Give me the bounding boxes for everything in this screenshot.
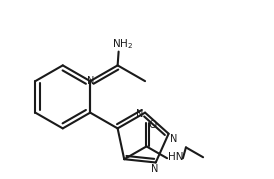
Text: N: N (136, 109, 144, 119)
Text: N: N (151, 164, 158, 174)
Text: N: N (87, 76, 95, 86)
Text: NH$_2$: NH$_2$ (112, 37, 133, 51)
Text: N: N (170, 134, 177, 144)
Text: HN: HN (168, 152, 184, 162)
Text: O: O (148, 120, 156, 130)
